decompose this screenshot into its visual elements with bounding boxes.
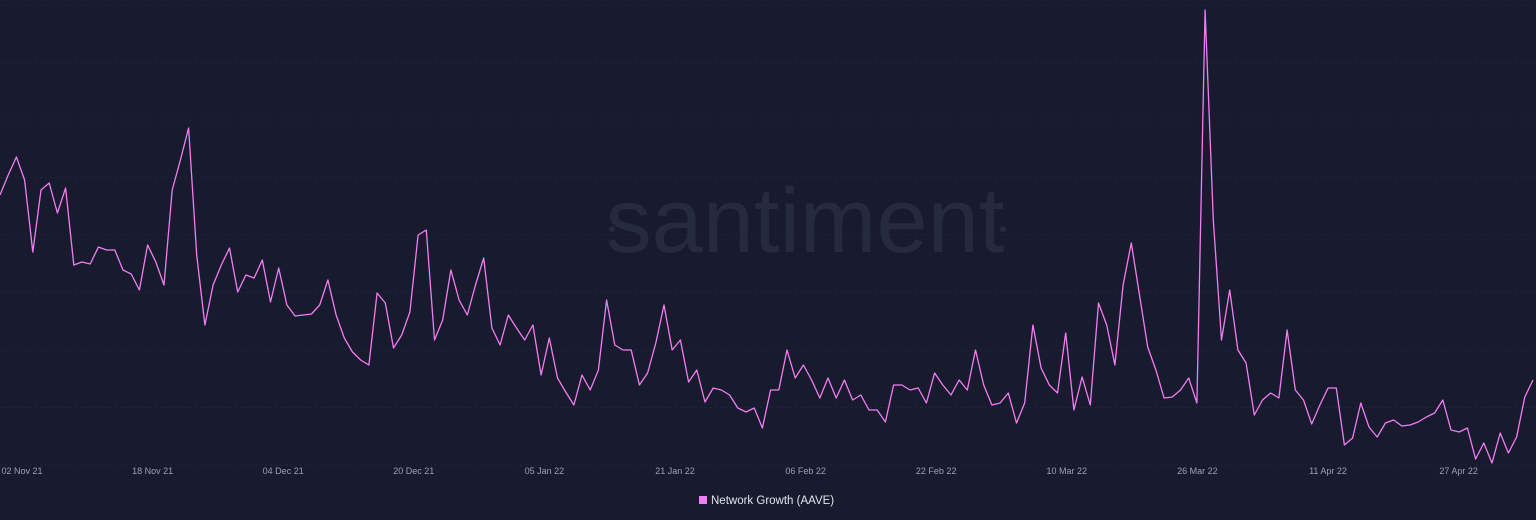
chart-grid xyxy=(0,4,1536,466)
x-tick-label: 20 Dec 21 xyxy=(393,466,434,476)
x-tick-label: 11 Apr 22 xyxy=(1309,466,1347,476)
legend[interactable]: Network Growth (AAVE) xyxy=(699,495,834,507)
x-tick-label: 26 Mar 22 xyxy=(1177,466,1218,476)
legend-label: Network Growth (AAVE) xyxy=(711,495,834,507)
x-tick-label: 22 Feb 22 xyxy=(916,466,957,476)
x-tick-label: 04 Dec 21 xyxy=(263,466,304,476)
watermark-dot-left xyxy=(609,226,615,232)
x-tick-label: 06 Feb 22 xyxy=(785,466,826,476)
x-tick-label: 18 Nov 21 xyxy=(132,466,173,476)
watermark-dot-right xyxy=(1000,226,1006,232)
x-axis-ticks: 02 Nov 21 18 Nov 21 04 Dec 21 20 Dec 21 05 J… xyxy=(1,466,1478,476)
x-tick-label: 10 Mar 22 xyxy=(1047,466,1088,476)
x-tick-label: 27 Apr 22 xyxy=(1439,466,1478,476)
x-tick-label: 02 Nov 21 xyxy=(1,466,42,476)
santiment-watermark: santiment xyxy=(606,170,1005,272)
series-line-network-growth xyxy=(0,9,1534,464)
x-tick-label: 21 Jan 22 xyxy=(655,466,695,476)
x-tick-label: 05 Jan 22 xyxy=(525,466,565,476)
legend-swatch xyxy=(699,496,707,504)
